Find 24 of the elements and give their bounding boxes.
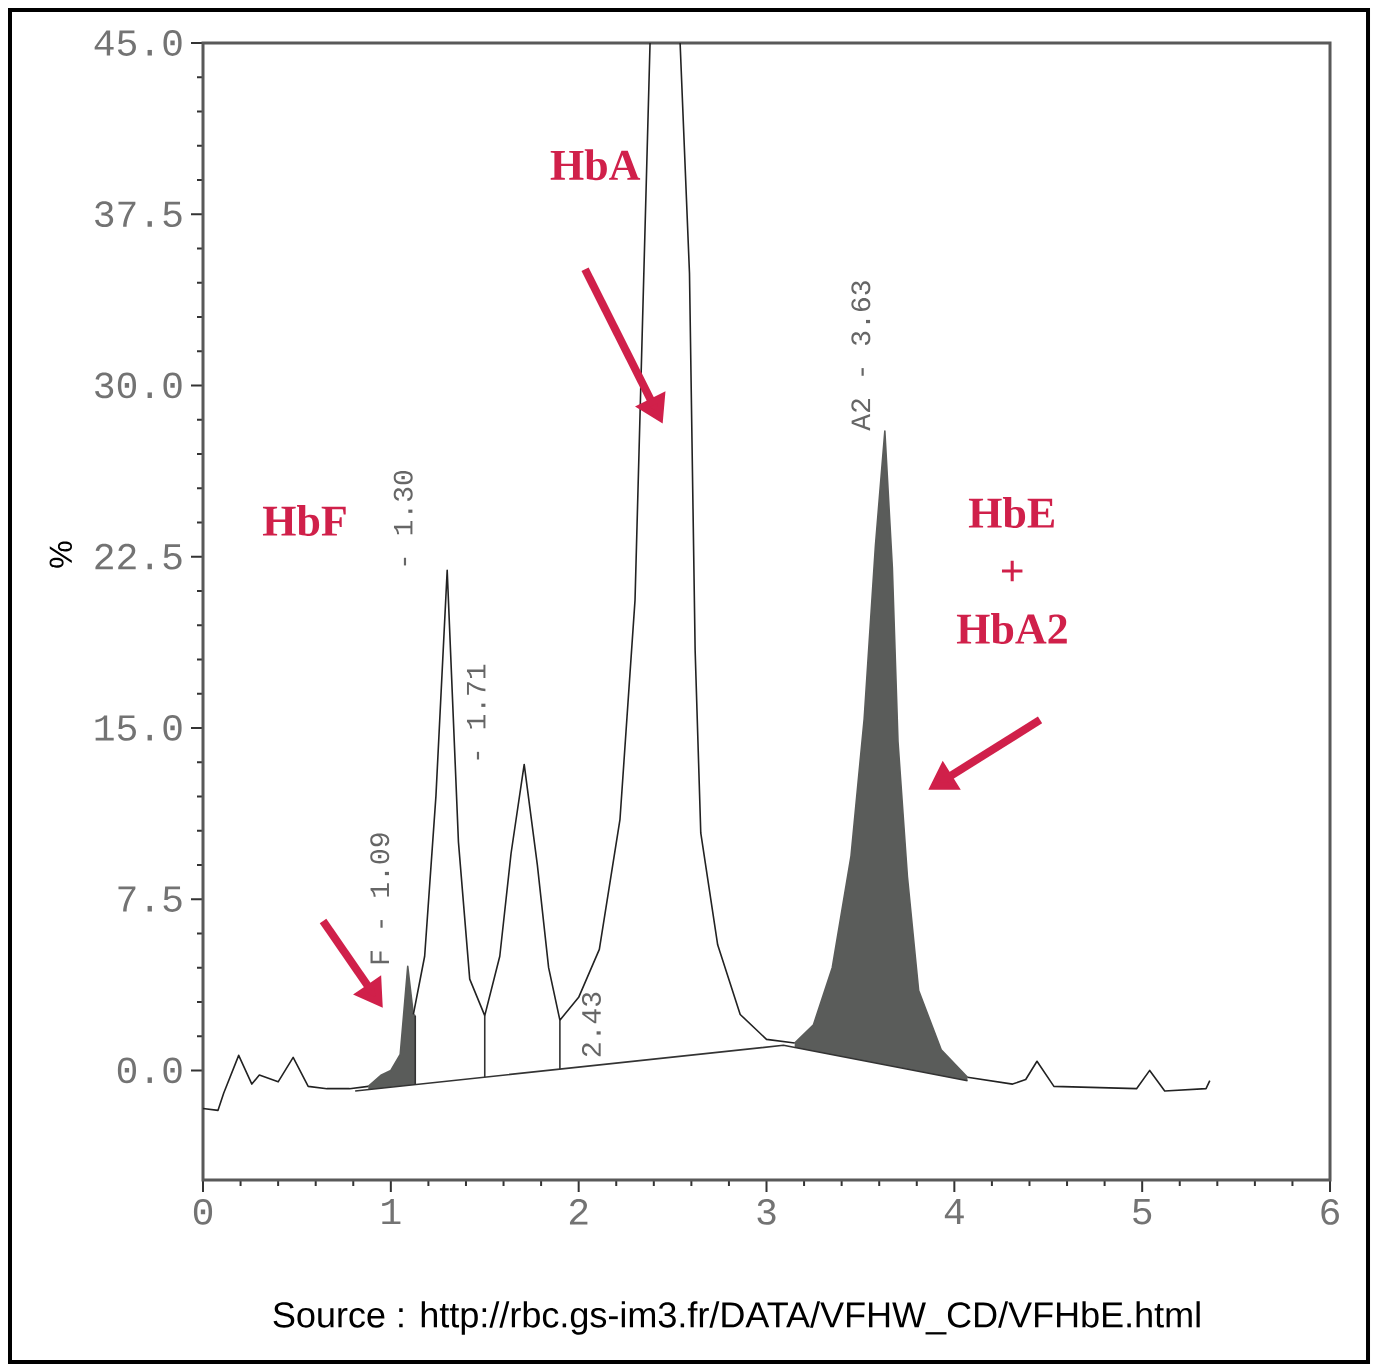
y-tick-label: 37.5 (95, 201, 182, 228)
annotation: HbF (262, 505, 346, 537)
y-tick-label: 0.0 (117, 1057, 182, 1084)
x-tick-label: 3 (757, 1199, 776, 1225)
source-note: Source : http://rbc.gs-im3.fr/DATA/VFHW_CD/VFHbE.html (273, 1301, 1200, 1335)
annotation: - 1.30 (393, 470, 413, 566)
x-tick-label: 6 (1321, 1199, 1339, 1225)
x-tick-label: 0 (193, 1199, 213, 1225)
y-tick-label: 22.5 (95, 543, 182, 570)
annotation: 2.43 (581, 992, 601, 1057)
y-tick-label: 7.5 (118, 886, 182, 912)
annotation: A2 - 3.63 (851, 281, 871, 431)
y-tick-label: 45.0 (94, 30, 182, 56)
annotation: HbE + HbA2 (956, 497, 1067, 645)
annotation: F - 1.09 (370, 833, 390, 964)
annotation: HbA (550, 149, 641, 181)
x-tick-label: 2 (569, 1199, 588, 1225)
x-tick-label: 5 (1133, 1199, 1152, 1225)
y-tick-label: 30.0 (95, 372, 182, 399)
y-axis-title: % (49, 541, 72, 568)
x-tick-label: 1 (382, 1199, 401, 1225)
x-tick-label: 4 (944, 1199, 964, 1225)
annotation: - 1.71 (466, 664, 486, 760)
y-tick-label: 15.0 (95, 715, 182, 741)
